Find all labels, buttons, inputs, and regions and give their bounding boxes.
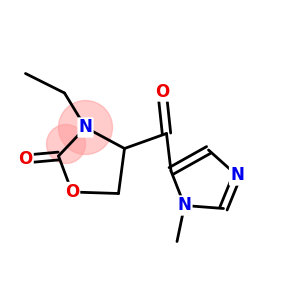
Text: N: N <box>230 167 244 184</box>
Text: O: O <box>155 82 169 100</box>
Text: N: N <box>79 118 92 136</box>
Circle shape <box>46 124 86 164</box>
Text: O: O <box>65 183 79 201</box>
Text: N: N <box>178 196 191 214</box>
Circle shape <box>58 100 112 154</box>
Text: O: O <box>18 150 33 168</box>
